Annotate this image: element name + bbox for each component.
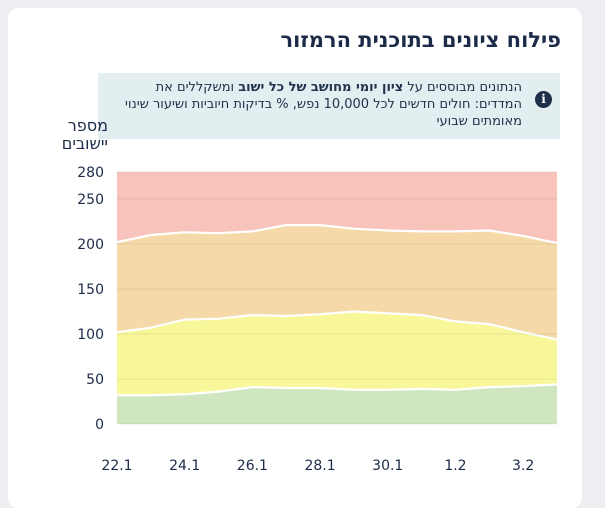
x-tick-label: 28.1: [304, 458, 335, 474]
y-tick-label: 0: [95, 417, 104, 433]
area-series-3: [117, 225, 557, 340]
y-tick-label: 250: [77, 192, 104, 208]
area-series-2: [117, 311, 557, 396]
note-bold: ציון יומי מחושב של כל ישוב: [238, 80, 404, 95]
note-prefix: הנתונים מבוססים על: [403, 80, 522, 95]
y-tick-label: 100: [77, 327, 104, 343]
series-boundary-line: [116, 224, 558, 245]
y-tick-label: 50: [86, 372, 104, 388]
x-tick-label: 30.1: [372, 458, 403, 474]
series-boundary-line: [117, 383, 558, 397]
chart-title: פילוח ציונים בתוכנית הרמזור: [280, 28, 561, 52]
x-tick-label: 26.1: [237, 458, 268, 474]
note-suffix: ומשקללים את המדדים: חולים חדשים לכל 10,0…: [125, 80, 522, 129]
series-boundary-line: [116, 310, 558, 341]
x-tick-label: 1.2: [444, 458, 466, 474]
area-series-1: [117, 384, 557, 424]
area-series-4: [117, 172, 557, 244]
info-icon: i: [535, 91, 552, 108]
x-tick-label: 3.2: [512, 458, 534, 474]
info-note: i הנתונים מבוססים על ציון יומי מחושב של …: [98, 73, 560, 139]
y-tick-label: 280: [77, 165, 104, 181]
y-tick-label: 200: [77, 237, 104, 253]
y-axis-label: מספר יישובים: [61, 116, 108, 153]
x-tick-label: 24.1: [169, 458, 200, 474]
x-tick-label: 22.1: [101, 458, 132, 474]
stacked-area-chart: 0 50 100 150 200 250 280 22.1 24.1 26.1 28.1 30.1 1.…: [77, 165, 558, 474]
y-tick-label: 150: [77, 282, 104, 298]
